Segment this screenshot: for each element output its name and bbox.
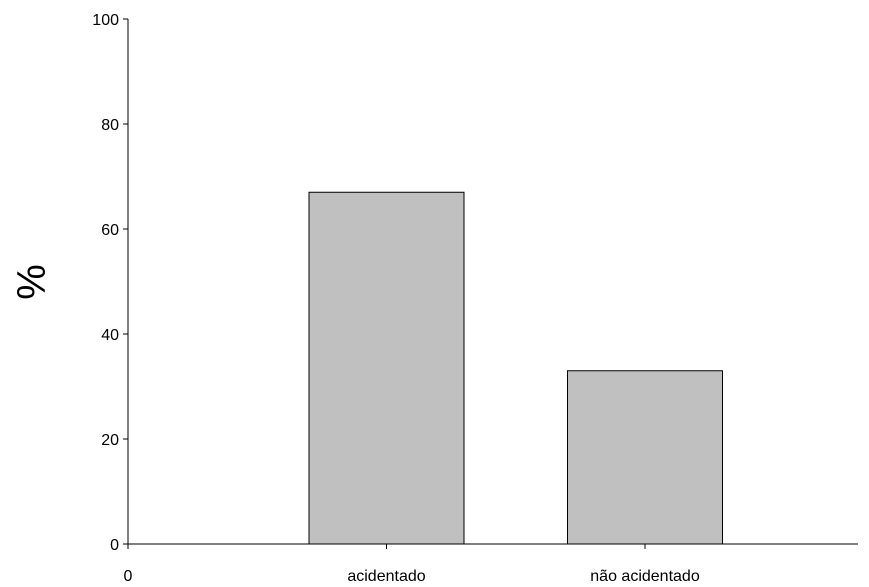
x-origin-label: 0 [124, 568, 133, 585]
x-ticks-group: 0 acidentado não acidentado [124, 544, 700, 585]
bar-2 [567, 370, 723, 545]
bar-1 [308, 191, 465, 545]
x-tick-label: não acidentado [590, 568, 700, 585]
y-tick-label: 100 [92, 12, 119, 29]
y-axis-label: % [10, 264, 54, 300]
axes-group [127, 19, 858, 545]
y-tick-label: 60 [101, 222, 119, 239]
y-tick-label: 40 [101, 327, 119, 344]
y-ticks-group: 0 20 40 60 80 100 [92, 12, 128, 554]
y-tick-label: 0 [110, 537, 119, 554]
bars-group [308, 191, 723, 545]
y-tick-label: 80 [101, 117, 119, 134]
x-tick-label: acidentado [347, 568, 425, 585]
y-tick-label: 20 [101, 432, 119, 449]
